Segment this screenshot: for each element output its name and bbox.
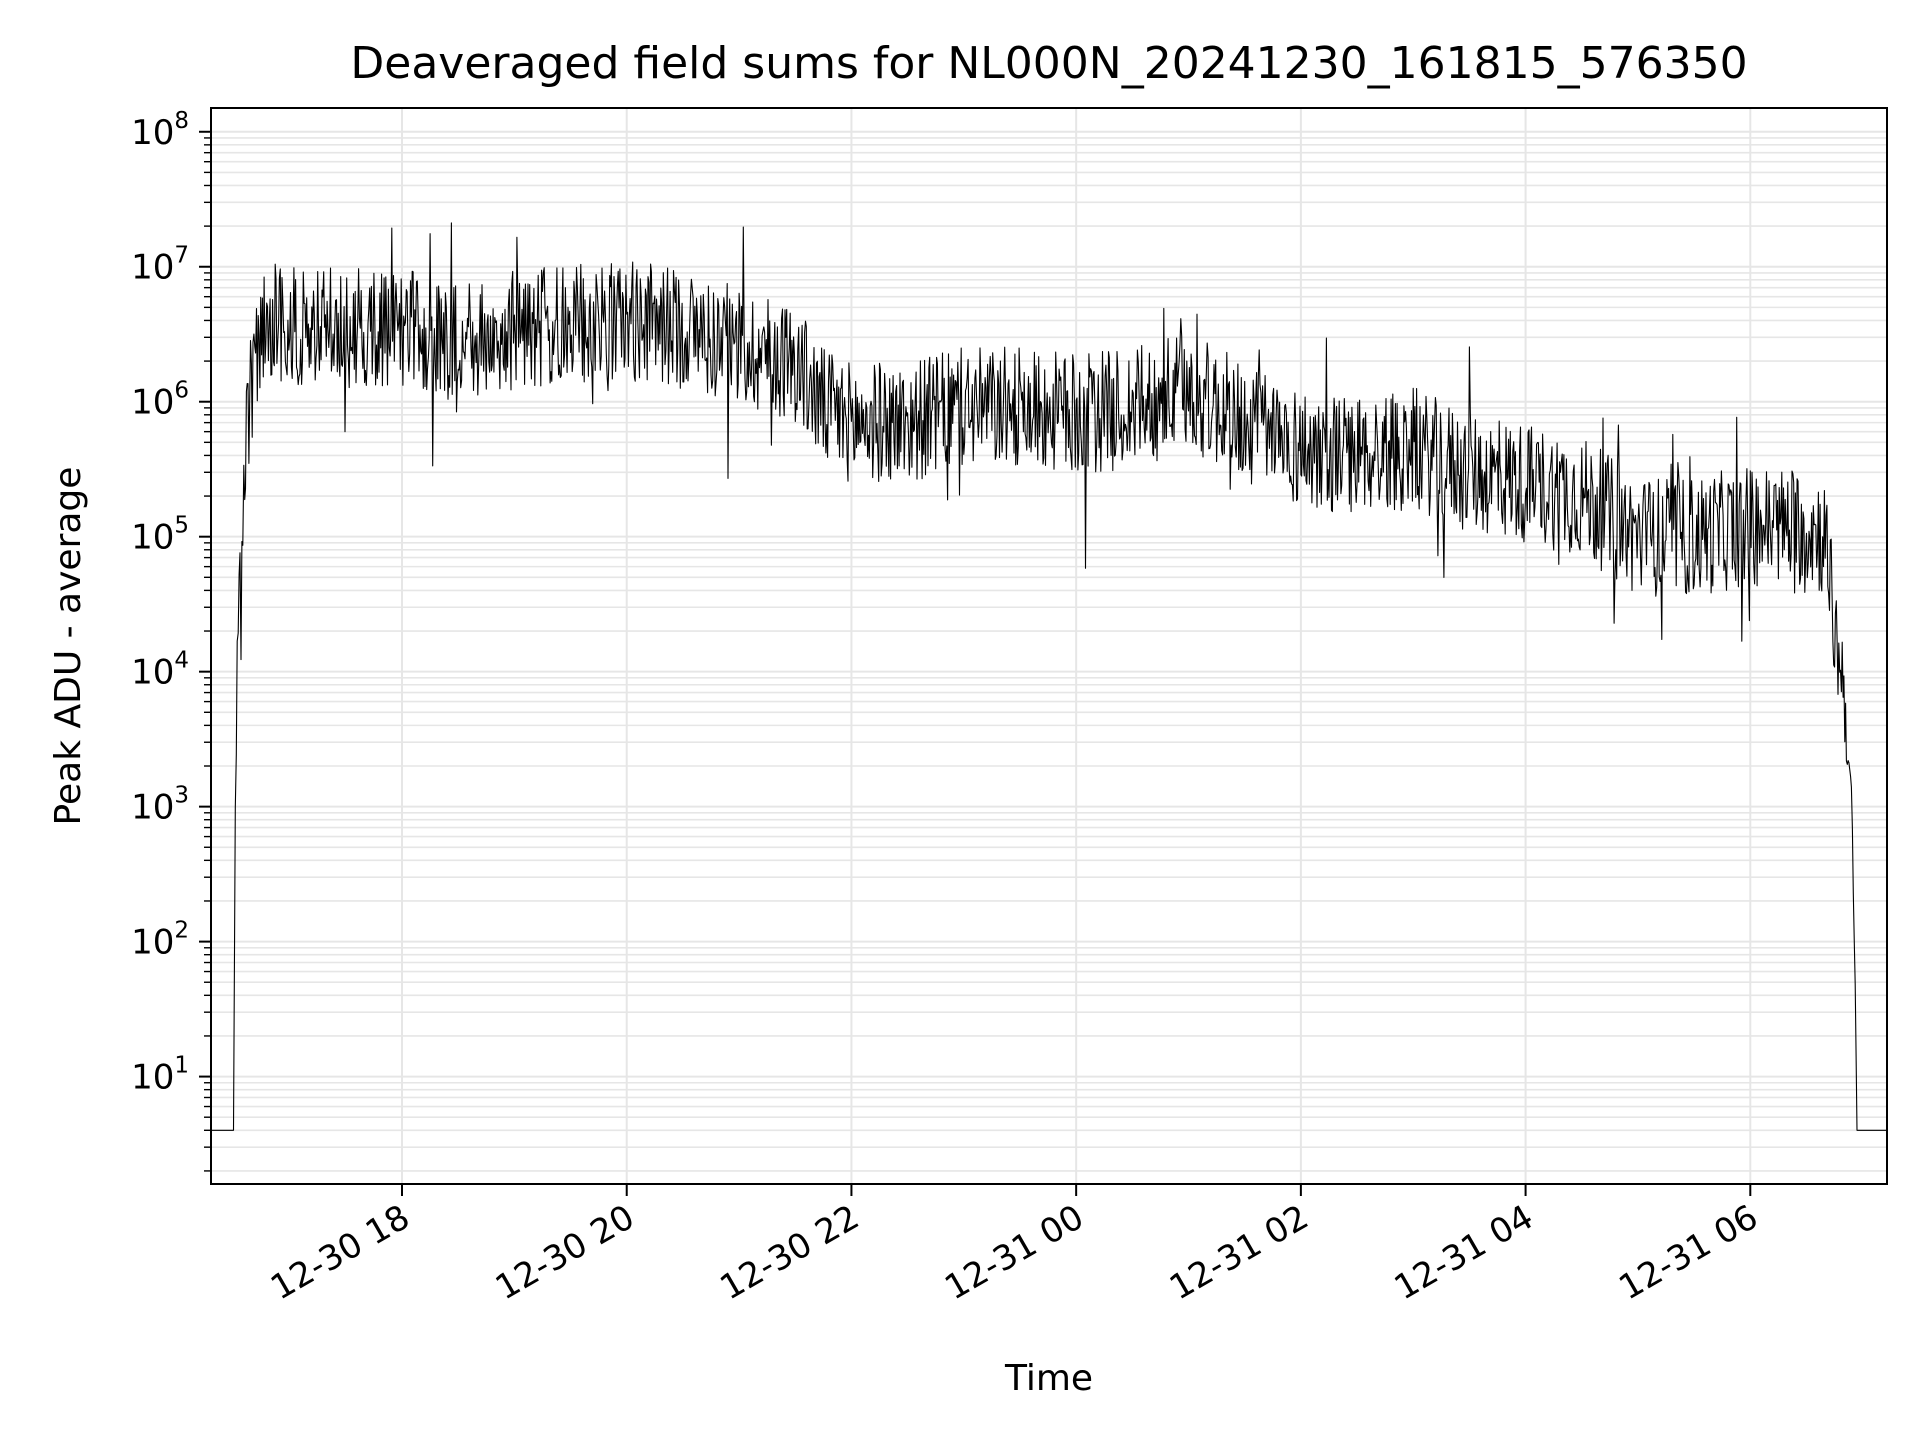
y-tick-label: 106 <box>131 378 189 423</box>
chart-title: Deaveraged field sums for NL000N_2024123… <box>350 38 1747 89</box>
y-tick-label: 107 <box>131 243 189 288</box>
y-tick-label: 101 <box>131 1053 189 1098</box>
plot-frame <box>210 107 1888 1185</box>
y-tick-label: 108 <box>131 108 189 153</box>
y-axis-label: Peak ADU - average <box>48 467 89 826</box>
y-tick-label: 105 <box>131 513 189 558</box>
y-tick-label: 102 <box>131 918 189 963</box>
series-line <box>211 222 1887 1131</box>
series-layer <box>211 222 1887 1131</box>
y-tick-label: 104 <box>131 648 189 693</box>
x-axis-label: Time <box>1004 1358 1093 1399</box>
major-grid <box>211 108 1887 1184</box>
y-tick-label: 103 <box>131 783 189 828</box>
y-axis: 101 102 103 104 105 106 107 108 <box>131 108 211 1172</box>
minor-grid <box>211 137 1887 1172</box>
